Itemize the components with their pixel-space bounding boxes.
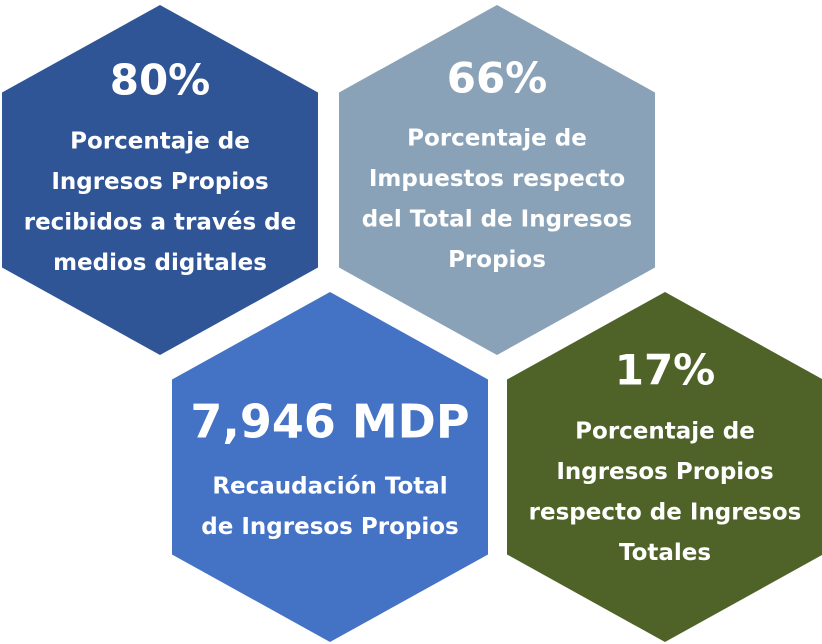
stat-value: 17% [615,346,716,395]
stat-label: Impuestos respecto [369,166,625,192]
stat-label: de Ingresos Propios [201,514,458,540]
stat-label: Porcentaje de [70,129,250,155]
hexagon [339,5,655,355]
hexagon [172,292,488,642]
stat-value: 66% [447,54,548,103]
stat-value: 80% [110,56,211,105]
stat-label: medios digitales [53,250,267,276]
hexagon [2,5,318,355]
stat-value: 7,946 MDP [190,395,469,449]
stat-label: Propios [448,247,546,273]
stat-label: Porcentaje de [407,126,587,152]
stat-label: Porcentaje de [575,419,755,445]
stat-label: del Total de Ingresos [362,207,632,233]
hexagon [507,292,822,642]
stat-label: respecto de Ingresos [529,500,802,526]
stat-label: Totales [619,540,711,566]
stat-label: Recaudación Total [212,474,447,500]
stat-label: recibidos a través de [24,210,297,236]
stat-label: Ingresos Propios [51,169,268,195]
stat-label: Ingresos Propios [556,459,773,485]
